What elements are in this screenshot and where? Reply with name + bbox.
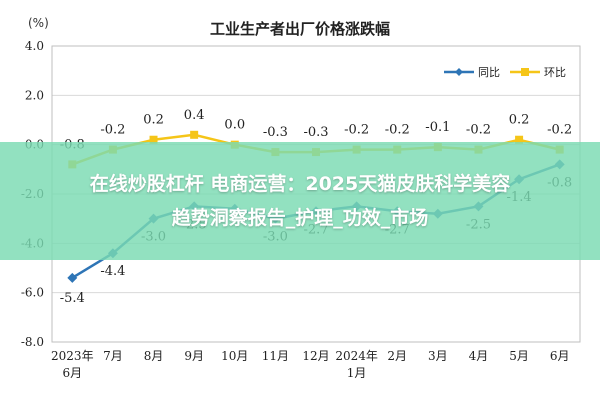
legend-label: 同比 <box>478 66 500 79</box>
x-tick-label: 11月 <box>262 349 289 363</box>
data-label: -0.3 <box>263 125 288 140</box>
series-point <box>515 135 524 144</box>
data-label: -0.2 <box>466 123 491 138</box>
y-tick-label: -6.0 <box>21 286 44 300</box>
series-point <box>67 272 78 283</box>
legend-label: 环比 <box>544 66 566 79</box>
series-point <box>149 135 158 144</box>
data-label: -4.4 <box>100 264 125 279</box>
data-label: 0.2 <box>509 113 530 128</box>
data-label: -0.2 <box>344 123 369 138</box>
x-tick-label: 4月 <box>469 349 489 363</box>
y-unit-label: (%) <box>28 16 49 30</box>
x-tick-label: 2月 <box>387 349 407 363</box>
data-label: 0.2 <box>143 113 164 128</box>
x-tick-label: 9月 <box>184 349 204 363</box>
data-label: 0.4 <box>184 108 205 123</box>
x-tick-label: 7月 <box>103 349 123 363</box>
legend-marker <box>521 68 529 76</box>
overlay-line-2: 趋势洞察报告_护理_功效_市场 <box>171 207 429 229</box>
data-label: -0.3 <box>303 125 328 140</box>
x-tick-label: 5月 <box>509 349 529 363</box>
data-label: -0.2 <box>100 123 125 138</box>
chart-title: 工业生产者出厂价格涨跌幅 <box>209 20 390 38</box>
x-tick-label: 2024年 1月 <box>335 349 378 380</box>
legend-marker <box>455 68 463 76</box>
y-tick-label: 2.0 <box>25 88 44 102</box>
data-label: -0.2 <box>547 123 572 138</box>
x-tick-label: 12月 <box>302 349 329 363</box>
overlay-line-1: 在线炒股杠杆 电商运营：2025天猫皮肤科学美容 <box>89 173 511 195</box>
overlay-banner[interactable]: 在线炒股杠杆 电商运营：2025天猫皮肤科学美容 趋势洞察报告_护理_功效_市场 <box>0 142 600 260</box>
x-tick-label: 2023年 6月 <box>51 349 94 380</box>
x-tick-label: 6月 <box>550 349 570 363</box>
data-label: -0.1 <box>425 120 450 135</box>
series-point <box>190 130 199 139</box>
data-label: -0.2 <box>385 123 410 138</box>
x-tick-label: 3月 <box>428 349 448 363</box>
x-tick-label: 8月 <box>144 349 164 363</box>
data-label: 0.0 <box>224 118 245 133</box>
y-tick-label: -8.0 <box>21 335 44 349</box>
y-tick-label: 4.0 <box>25 39 44 53</box>
x-tick-label: 10月 <box>221 349 248 363</box>
data-label: -5.4 <box>60 291 85 306</box>
